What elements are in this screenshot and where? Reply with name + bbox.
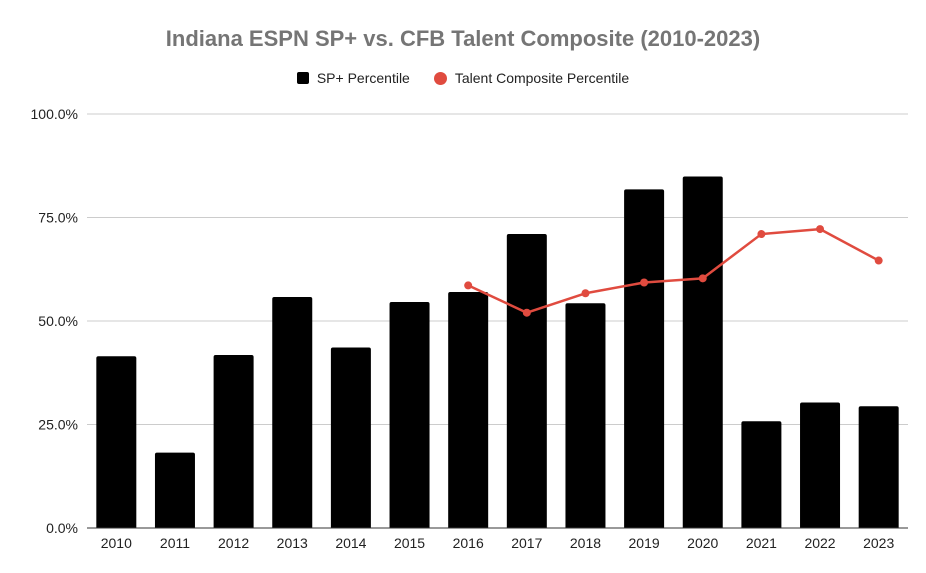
legend-label-sp-percentile: SP+ Percentile [316,70,410,86]
x-tick-label: 2021 [746,535,777,551]
x-tick-label: 2012 [218,535,249,551]
talent-composite-point [522,308,531,317]
talent-composite-point [816,225,825,234]
x-tick-label: 2022 [804,535,835,551]
y-tick-label: 25.0% [38,417,78,433]
talent-composite-point [640,278,649,287]
talent-composite-point [698,274,707,283]
bar [272,296,313,528]
x-tick-label: 2020 [687,535,718,551]
x-tick-label: 2014 [335,535,366,551]
chart-title: Indiana ESPN SP+ vs. CFB Talent Composit… [165,26,761,51]
x-tick-label: 2010 [101,535,132,551]
y-tick-label: 0.0% [46,520,78,536]
x-tick-label: 2013 [277,535,308,551]
legend-item-talent-composite[interactable]: Talent Composite Percentile [433,70,630,86]
x-tick-label: 2015 [394,535,425,551]
bar [858,406,899,528]
y-tick-label: 100.0% [31,106,78,122]
bar [565,303,606,528]
bar [154,452,195,528]
bar [741,421,782,528]
y-tick-label: 75.0% [38,210,78,226]
talent-composite-point [757,230,766,239]
talent-composite-line [467,227,880,314]
bar [624,189,665,528]
talent-composite-point [874,256,883,265]
bar [330,347,371,528]
talent-composite-point [581,289,590,298]
bar [448,292,489,528]
bar [96,356,137,528]
x-tick-label: 2023 [863,535,894,551]
legend-square-icon [296,72,309,84]
talent-composite-point [464,281,473,290]
legend: SP+ Percentile Talent Composite Percenti… [0,70,926,86]
legend-label-talent-composite: Talent Composite Percentile [454,70,630,86]
bar [682,176,723,528]
legend-item-sp-percentile[interactable]: SP+ Percentile [296,70,410,86]
x-tick-label: 2016 [453,535,484,551]
bar [800,402,841,528]
bar [389,301,430,528]
bar [213,354,254,528]
x-tick-label: 2019 [629,535,660,551]
y-tick-label: 50.0% [38,313,78,329]
x-tick-label: 2011 [160,535,190,551]
x-tick-label: 2017 [511,535,542,551]
bar [506,234,547,528]
legend-dot-icon [433,71,447,85]
x-tick-label: 2018 [570,535,601,551]
